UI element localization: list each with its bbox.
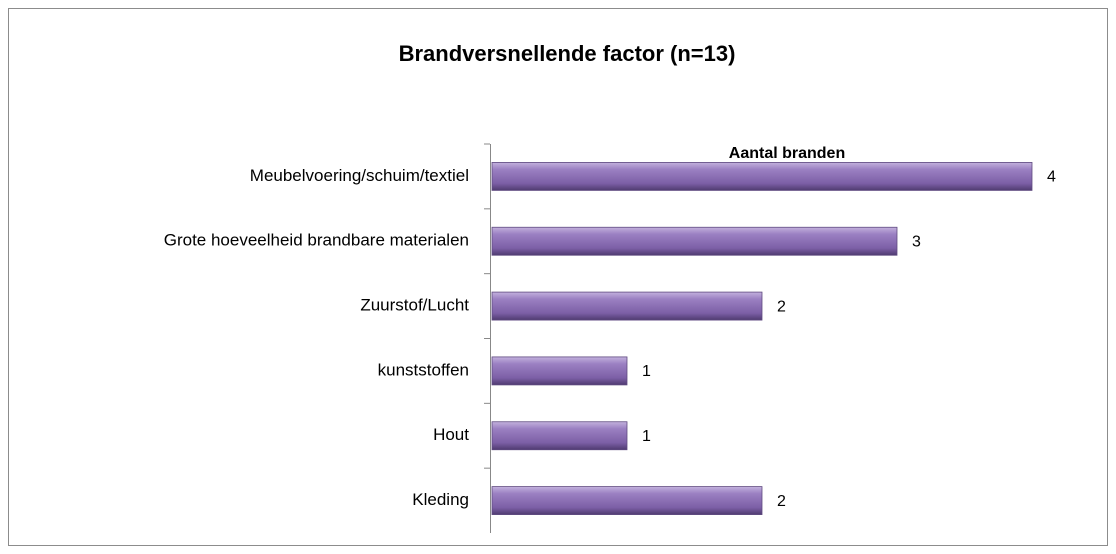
y-tick-label: Hout — [433, 425, 469, 444]
data-label: 4 — [1047, 169, 1056, 186]
y-tick-label: kunststoffen — [378, 360, 469, 379]
legend-label: Aantal branden — [729, 145, 845, 162]
bar — [491, 421, 628, 451]
y-tick-label: Meubelvoering/schuim/textiel — [250, 166, 469, 185]
bar — [491, 226, 898, 256]
data-label: 1 — [642, 363, 651, 380]
bar — [491, 356, 628, 386]
y-tick-label: Kleding — [412, 490, 469, 509]
y-tick-label: Grote hoeveelheid brandbare materialen — [164, 231, 469, 250]
bar — [491, 162, 1033, 191]
bar — [491, 486, 763, 515]
data-label: 3 — [912, 233, 921, 250]
y-tick-label: Zuurstof/Lucht — [360, 296, 469, 315]
bar — [491, 291, 763, 321]
chart-title: Brandversnellende factor (n=13) — [399, 41, 736, 66]
data-label: 2 — [777, 493, 786, 510]
data-label: 1 — [642, 428, 651, 445]
chart-border — [8, 8, 1108, 546]
data-label: 2 — [777, 298, 786, 315]
